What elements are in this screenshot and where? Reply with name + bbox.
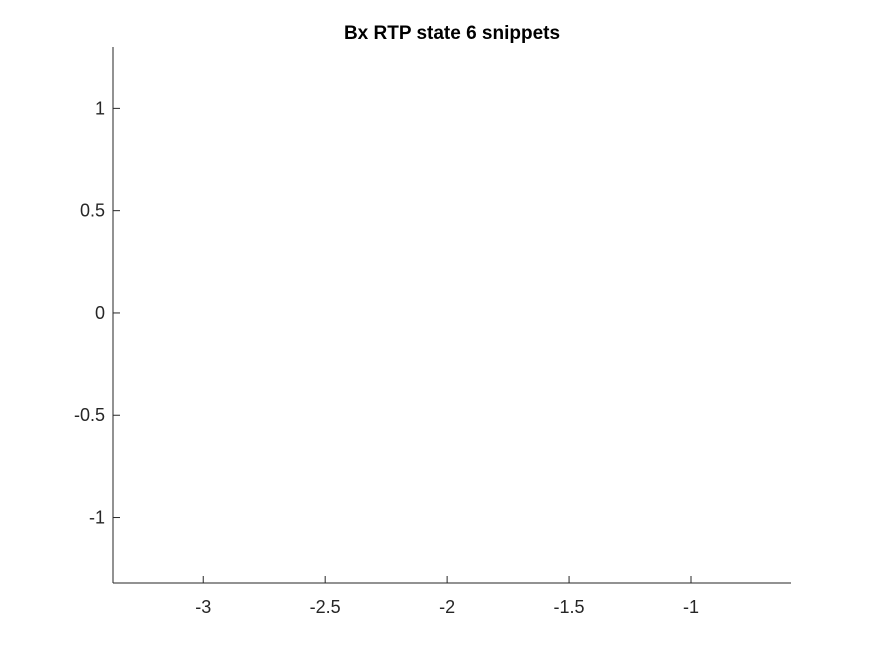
x-tick-label: -1.5 (554, 597, 585, 617)
x-tick-label: -2 (439, 597, 455, 617)
y-tick-label: 1 (95, 98, 105, 118)
y-tick-label: -0.5 (74, 405, 105, 425)
y-tick-label: 0 (95, 303, 105, 323)
x-tick-label: -1 (683, 597, 699, 617)
y-axis: 1 0.5 0 -0.5 -1 (74, 47, 120, 583)
y-tick-label: -1 (89, 508, 105, 528)
y-tick-label: 0.5 (80, 201, 105, 221)
x-tick-label: -2.5 (310, 597, 341, 617)
x-tick-label: -3 (195, 597, 211, 617)
chart-title: Bx RTP state 6 snippets (344, 23, 560, 44)
x-axis: -3 -2.5 -2 -1.5 -1 (113, 576, 791, 617)
